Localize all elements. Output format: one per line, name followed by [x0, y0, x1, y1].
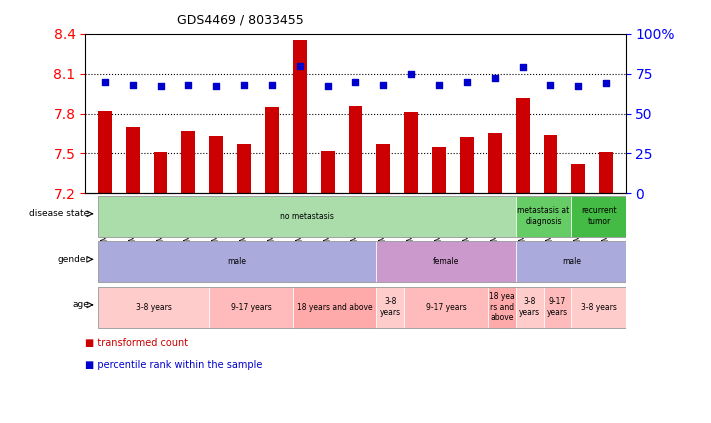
- Bar: [209, 136, 223, 193]
- Point: [127, 82, 139, 88]
- Bar: [265, 107, 279, 193]
- Point: [238, 82, 250, 88]
- Point: [210, 83, 222, 90]
- Text: age: age: [73, 300, 90, 309]
- Bar: [376, 144, 390, 193]
- Bar: [237, 144, 251, 193]
- Point: [545, 82, 556, 88]
- Bar: [181, 131, 196, 193]
- Text: 3-8
years: 3-8 years: [519, 297, 540, 317]
- Text: ■ percentile rank within the sample: ■ percentile rank within the sample: [85, 360, 262, 371]
- Point: [572, 83, 584, 90]
- FancyBboxPatch shape: [376, 287, 405, 328]
- FancyBboxPatch shape: [209, 287, 293, 328]
- Point: [322, 83, 333, 90]
- Bar: [488, 134, 502, 193]
- Point: [489, 75, 501, 82]
- Point: [99, 78, 110, 85]
- Text: no metastasis: no metastasis: [280, 212, 333, 220]
- Bar: [599, 152, 613, 193]
- Text: 18 years and above: 18 years and above: [296, 303, 373, 312]
- Text: female: female: [433, 257, 459, 266]
- Point: [405, 70, 417, 77]
- FancyBboxPatch shape: [405, 287, 488, 328]
- Text: male: male: [228, 257, 247, 266]
- Text: 18 yea
rs and
above: 18 yea rs and above: [489, 292, 515, 322]
- Text: 3-8 years: 3-8 years: [136, 303, 171, 312]
- FancyBboxPatch shape: [515, 287, 543, 328]
- Text: male: male: [562, 257, 581, 266]
- Text: 3-8 years: 3-8 years: [582, 303, 617, 312]
- Text: 9-17
years: 9-17 years: [547, 297, 568, 317]
- FancyBboxPatch shape: [98, 195, 515, 236]
- FancyBboxPatch shape: [543, 287, 572, 328]
- Text: 9-17 years: 9-17 years: [426, 303, 466, 312]
- Bar: [293, 41, 306, 193]
- Text: disease state: disease state: [29, 209, 90, 218]
- Text: recurrent
tumor: recurrent tumor: [582, 206, 617, 226]
- Bar: [515, 98, 530, 193]
- Text: gender: gender: [58, 255, 90, 264]
- Bar: [154, 152, 168, 193]
- FancyBboxPatch shape: [515, 241, 627, 282]
- Bar: [432, 147, 446, 193]
- Point: [350, 78, 361, 85]
- Bar: [572, 164, 585, 193]
- FancyBboxPatch shape: [572, 287, 627, 328]
- Point: [155, 83, 166, 90]
- Text: GDS4469 / 8033455: GDS4469 / 8033455: [177, 14, 304, 27]
- Text: metastasis at
diagnosis: metastasis at diagnosis: [518, 206, 570, 226]
- FancyBboxPatch shape: [515, 195, 572, 236]
- Point: [266, 82, 277, 88]
- Bar: [460, 137, 474, 193]
- FancyBboxPatch shape: [488, 287, 515, 328]
- Text: 3-8
years: 3-8 years: [380, 297, 401, 317]
- Bar: [543, 135, 557, 193]
- Bar: [348, 106, 363, 193]
- Bar: [321, 151, 335, 193]
- FancyBboxPatch shape: [376, 241, 515, 282]
- Point: [517, 64, 528, 71]
- FancyBboxPatch shape: [293, 287, 376, 328]
- Bar: [98, 111, 112, 193]
- Bar: [405, 112, 418, 193]
- Point: [434, 82, 445, 88]
- FancyBboxPatch shape: [98, 241, 376, 282]
- Point: [294, 62, 306, 69]
- Text: 9-17 years: 9-17 years: [230, 303, 272, 312]
- FancyBboxPatch shape: [98, 287, 209, 328]
- Point: [461, 78, 473, 85]
- FancyBboxPatch shape: [572, 195, 627, 236]
- Point: [601, 80, 612, 87]
- Bar: [126, 127, 139, 193]
- Text: ■ transformed count: ■ transformed count: [85, 338, 188, 348]
- Point: [378, 82, 389, 88]
- Point: [183, 82, 194, 88]
